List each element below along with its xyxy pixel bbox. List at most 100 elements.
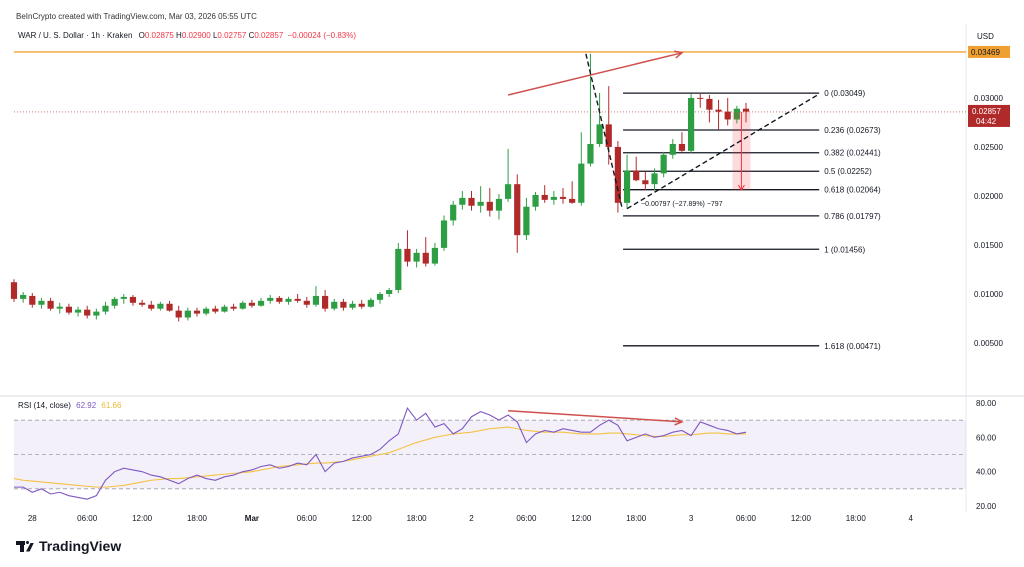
candle-body: [303, 300, 310, 305]
rsi-divergence-arrow: [508, 409, 682, 423]
ohlc-open-label: O: [138, 31, 145, 40]
rsi-ma-line: [13, 426, 746, 488]
candle-body: [742, 108, 750, 112]
candle-body: [148, 304, 155, 309]
candle-body: [559, 196, 567, 199]
resistance-tag: [968, 45, 1010, 58]
time-tick-label: 06:00: [77, 514, 98, 523]
candle-body: [276, 297, 283, 302]
candle-body: [10, 282, 18, 299]
time-tick-label: Mar: [245, 514, 259, 523]
candle-body: [550, 196, 557, 200]
price-trend-arrow-head: [673, 50, 684, 59]
candle-body: [523, 206, 530, 236]
candle-body: [139, 302, 146, 305]
time-tick-label: 12:00: [571, 514, 592, 523]
last-price-tag: [968, 104, 1010, 127]
measure-label: −0.00797 (−27.89%) −797: [641, 201, 723, 208]
candle-body: [440, 220, 448, 248]
candle-body: [733, 108, 740, 120]
candle-body: [322, 295, 329, 309]
candle-body: [340, 301, 347, 308]
time-tick-label: 12:00: [352, 514, 373, 523]
candle-body: [257, 300, 265, 306]
candle-body: [395, 248, 402, 291]
time-tick-label: 28: [28, 514, 37, 523]
candle-body: [221, 306, 228, 312]
time-tick-label: 06:00: [516, 514, 537, 523]
fib-level-label: 1 (0.01456): [824, 245, 865, 254]
ohlc-high-label: H: [176, 31, 182, 40]
candle-body: [413, 252, 420, 262]
candle-body: [56, 306, 63, 309]
candle-body: [65, 306, 72, 313]
price-tick-label: 0.00500: [974, 339, 1003, 348]
time-tick-label: 3: [689, 514, 694, 523]
candle-body: [468, 197, 475, 206]
candle-body: [486, 201, 493, 211]
time-tick-label: 18:00: [407, 514, 428, 523]
time-tick-label: 4: [908, 514, 913, 523]
candle-body: [367, 299, 374, 307]
candle-body: [29, 295, 36, 305]
candle-body: [349, 303, 356, 308]
candle-body: [605, 124, 612, 147]
candle-body: [541, 194, 548, 200]
candle-body: [312, 295, 320, 305]
ohlc-high-value: 0.02900: [181, 31, 211, 40]
annotations: −0.00797 (−27.89%) −797: [507, 50, 820, 426]
fib-level-label: 0.786 (0.01797): [824, 212, 881, 221]
ohlc-low-label: L: [212, 31, 218, 40]
time-tick-label: 2: [469, 514, 474, 523]
price-axes[interactable]: 0.00500 0.01000 0.01500 0.02000 0.02500 0.030…: [974, 94, 1003, 511]
fib-level-label: 0.618 (0.02064): [824, 186, 881, 195]
rsi-tick-label: 80.00: [976, 399, 997, 408]
ohlc-change-value: −0.00024 (−0.83%): [287, 31, 357, 40]
time-tick-label: 18:00: [187, 514, 208, 523]
tradingview-logo[interactable]: TradingView: [16, 538, 121, 554]
candle-body: [431, 247, 438, 264]
symbol-legend[interactable]: WAR / U. S. Dollar · 1h · Kraken O0.0287…: [18, 31, 356, 40]
candle-body: [495, 198, 503, 211]
last-price-countdown: 04:42: [976, 117, 997, 126]
candle-body: [239, 302, 246, 309]
candle-body: [532, 194, 539, 207]
fib-level-label: 1.618 (0.00471): [824, 342, 881, 351]
tradingview-logo-text: TradingView: [39, 538, 122, 554]
candle-body: [203, 308, 210, 314]
candle-body: [706, 98, 713, 110]
candle-body: [505, 184, 512, 199]
candle-body: [294, 298, 301, 301]
rsi-legend[interactable]: RSI (14, close) 62.92 61.66: [18, 401, 121, 410]
resistance-tag-label: 0.03469: [971, 48, 1000, 57]
currency-label[interactable]: USD: [977, 32, 994, 41]
candle-body: [459, 197, 466, 205]
candle-body: [578, 163, 585, 203]
candlestick-series: [10, 53, 750, 322]
time-axis[interactable]: 28 06:00 12:00 18:00 Mar 06:00 12:00 18:00 2 06:0…: [28, 514, 914, 523]
candle-body: [651, 173, 658, 185]
candle-body: [422, 252, 429, 264]
rsi-divergence-arrow-head: [674, 417, 684, 426]
ohlc-close-label: C: [248, 31, 255, 40]
price-tick-label: 0.01500: [974, 241, 1003, 250]
horizontal-levels: [14, 51, 966, 113]
candle-body: [386, 290, 393, 294]
candle-body: [120, 296, 127, 299]
time-tick-label: 12:00: [791, 514, 812, 523]
candle-body: [569, 198, 576, 203]
fib-level-label: 0.5 (0.02252): [824, 167, 872, 176]
measure-arrowhead: [737, 184, 745, 192]
candle-body: [633, 170, 640, 181]
grid-lines: [0, 24, 1024, 512]
candle-body: [596, 124, 603, 144]
candle-body: [267, 297, 274, 301]
candle-body: [74, 309, 82, 313]
time-tick-label: 12:00: [132, 514, 153, 523]
candle-body: [660, 154, 667, 174]
time-tick-label: 18:00: [626, 514, 647, 523]
symbol-title: WAR / U. S. Dollar · 1h · Kraken: [18, 31, 133, 40]
ohlc-close-value: 0.02857: [254, 31, 284, 40]
time-tick-label: 18:00: [846, 514, 867, 523]
